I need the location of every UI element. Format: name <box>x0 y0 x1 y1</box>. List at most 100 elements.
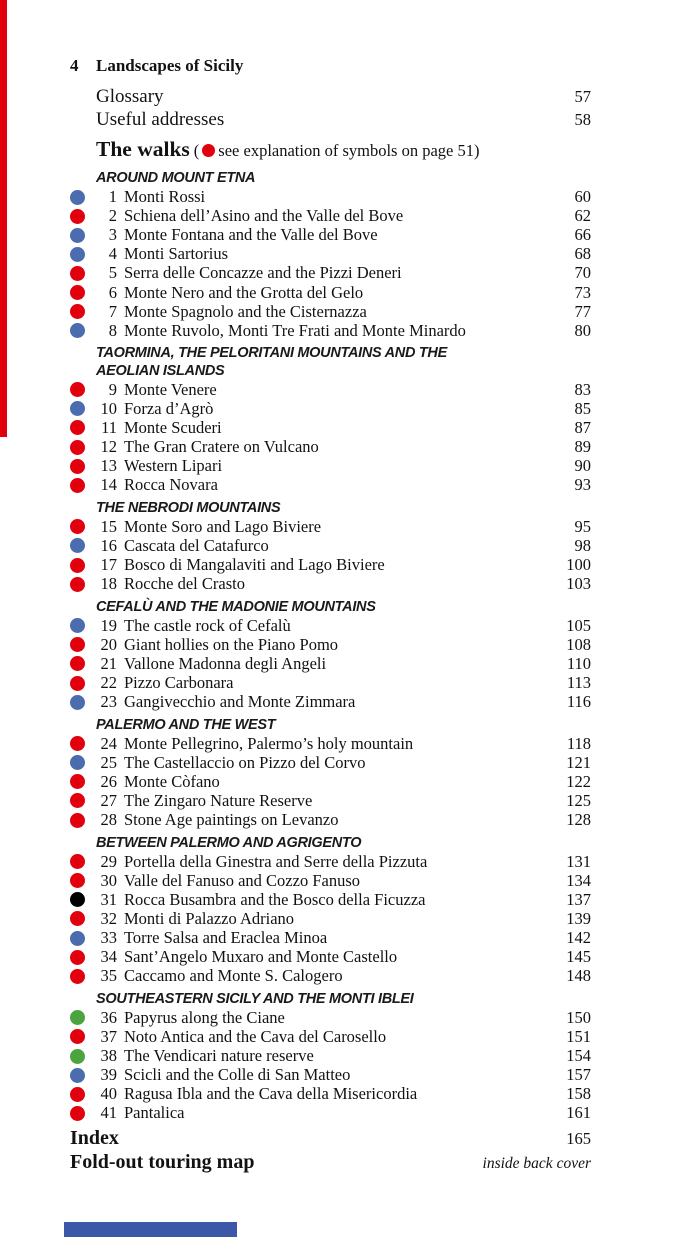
walk-title: Monte Pellegrino, Palermo’s holy mountai… <box>124 733 414 753</box>
blue-dot-icon <box>70 189 85 205</box>
page-ref: 158 <box>566 1084 591 1104</box>
page-ref: 157 <box>566 1065 591 1085</box>
walk-number: 4 <box>108 244 117 264</box>
walk-title: Monti Rossi <box>124 187 206 207</box>
walk-title: Sant’Angelo Muxaro and Monte Castello <box>124 947 398 967</box>
blue-dot-icon <box>70 401 85 417</box>
walk-number: 28 <box>100 810 118 830</box>
walk-number: 31 <box>100 889 118 909</box>
section-heading: PALERMO AND THE WEST <box>96 717 591 735</box>
walk-entry-row: 37 Noto Antica and the Cava del Carosello… <box>70 1027 591 1046</box>
walk-title: Monte Fontana and the Valle del Bove <box>124 225 378 245</box>
walk-entry-row: 26 Monte Còfano 122 <box>70 772 591 791</box>
blue-dot-icon <box>70 930 85 946</box>
walk-number: 30 <box>100 870 118 890</box>
walk-number: 21 <box>100 653 118 673</box>
walk-number: 41 <box>100 1103 118 1123</box>
red-dot-icon <box>70 477 85 493</box>
walk-title: Gangivecchio and Monte Zimmara <box>124 692 356 712</box>
back-matter-list: Index 165 Fold-out touring map inside back … <box>70 1126 591 1174</box>
page-ref: 93 <box>574 475 592 495</box>
walk-title: Forza d’Agrò <box>124 398 214 418</box>
page-ref: 131 <box>566 851 591 871</box>
walk-title: The Castellaccio on Pizzo del Corvo <box>124 752 366 772</box>
red-dot-icon <box>70 285 85 301</box>
toc-section: AROUND MOUNT ETNA 1 Monti Rossi 60 2 Schiena … <box>70 170 591 340</box>
red-dot-icon <box>70 911 85 927</box>
walk-entry-row: 18 Rocche del Crasto 103 <box>70 574 591 594</box>
page-ref: 90 <box>574 456 592 476</box>
walk-entry-row: 23 Gangivecchio and Monte Zimmara 116 <box>70 692 591 712</box>
red-dot-icon <box>70 439 85 455</box>
page-ref: 125 <box>566 790 591 810</box>
walk-entry-row: 38 The Vendicari nature reserve 154 <box>70 1046 591 1065</box>
blue-dot-icon <box>70 618 85 634</box>
page-ref: 57 <box>574 87 592 106</box>
walk-entry-row: 41 Pantalica 161 <box>70 1103 591 1123</box>
page-ref: 100 <box>566 555 591 575</box>
front-matter-row: Useful addresses 58 <box>96 108 591 131</box>
walk-number: 34 <box>100 947 118 967</box>
walk-title: Monte Soro and Lago Biviere <box>124 516 322 536</box>
red-dot-icon <box>70 774 85 790</box>
section-heading: SOUTHEASTERN SICILY AND THE MONTI IBLEI <box>96 991 591 1009</box>
page-ref: 151 <box>566 1026 591 1046</box>
walk-title: Monti Sartorius <box>124 244 229 264</box>
front-matter-label: Glossary <box>96 86 164 107</box>
walk-entry-row: 6 Monte Nero and the Grotta del Gelo 73 <box>70 283 591 302</box>
walk-entry-row: 35 Caccamo and Monte S. Calogero 148 <box>70 966 591 986</box>
page-ref: 89 <box>574 437 592 457</box>
walk-title: Monti di Palazzo Adriano <box>124 908 295 928</box>
page-ref: 142 <box>566 928 591 948</box>
section-heading-line: CEFALÙ AND THE MADONIE MOUNTAINS <box>96 598 376 615</box>
walks-heading-title: The walks <box>96 137 190 161</box>
page-ref: 80 <box>574 320 592 340</box>
red-dot-icon <box>70 576 85 592</box>
walk-title: Monte Nero and the Grotta del Gelo <box>124 282 364 302</box>
walk-number: 6 <box>108 282 117 302</box>
walk-entry-row: 36 Papyrus along the Ciane 150 <box>70 1008 591 1027</box>
back-matter-row: Fold-out touring map inside back cover <box>70 1150 591 1174</box>
walk-number: 9 <box>108 379 117 399</box>
walk-entry-row: 17 Bosco di Mangalaviti and Lago Biviere 1… <box>70 555 591 575</box>
walk-number: 14 <box>100 475 118 495</box>
walk-number: 32 <box>100 908 118 928</box>
walk-number: 17 <box>100 555 118 575</box>
walk-title: The castle rock of Cefalù <box>124 615 291 635</box>
red-dot-icon <box>70 656 85 672</box>
bottom-edge-color-bar <box>64 1222 237 1237</box>
red-dot-icon <box>70 812 85 828</box>
page-ref: 105 <box>566 615 591 635</box>
walk-entry-row: 21 Vallone Madonna degli Angeli 110 <box>70 654 591 673</box>
page-ref: 154 <box>566 1046 591 1066</box>
walk-number: 1 <box>108 187 117 207</box>
walk-number: 37 <box>100 1026 118 1046</box>
page-ref: 95 <box>574 516 592 536</box>
front-matter-row: Glossary 57 <box>96 85 591 108</box>
blue-dot-icon <box>70 246 85 262</box>
walk-number: 40 <box>100 1084 118 1104</box>
walk-title: Stone Age paintings on Levanzo <box>124 810 339 830</box>
walk-entry-row: 2 Schiena dell’Asino and the Valle del Bo… <box>70 206 591 226</box>
walk-title: Caccamo and Monte S. Calogero <box>124 966 343 986</box>
back-matter-label: Fold-out touring map <box>70 1150 255 1173</box>
walk-title: The Vendicari nature reserve <box>124 1046 314 1066</box>
walk-number: 29 <box>100 851 118 871</box>
page-ref: 87 <box>574 417 592 437</box>
walk-number: 10 <box>100 398 118 418</box>
walk-number: 36 <box>100 1007 118 1027</box>
red-dot-icon <box>70 675 85 691</box>
red-dot-icon <box>70 519 85 535</box>
section-heading-line: TAORMINA, THE PELORITANI MOUNTAINS AND T… <box>96 345 447 362</box>
book-title: Landscapes of Sicily <box>96 56 244 75</box>
walk-number: 23 <box>100 692 118 712</box>
walk-entry-row: 34 Sant’Angelo Muxaro and Monte Castello 1… <box>70 947 591 967</box>
page-ref: 128 <box>566 810 591 830</box>
walk-title: Portella della Ginestra and Serre della … <box>124 851 428 871</box>
walk-entry-row: 14 Rocca Novara 93 <box>70 475 592 495</box>
walk-entry-row: 33 Torre Salsa and Eraclea Minoa 142 <box>70 928 591 948</box>
green-dot-icon <box>70 1010 85 1026</box>
page-ref: 137 <box>566 889 591 909</box>
walk-title: The Gran Cratere on Vulcano <box>124 437 319 457</box>
page-ref: inside back cover <box>482 1154 591 1172</box>
